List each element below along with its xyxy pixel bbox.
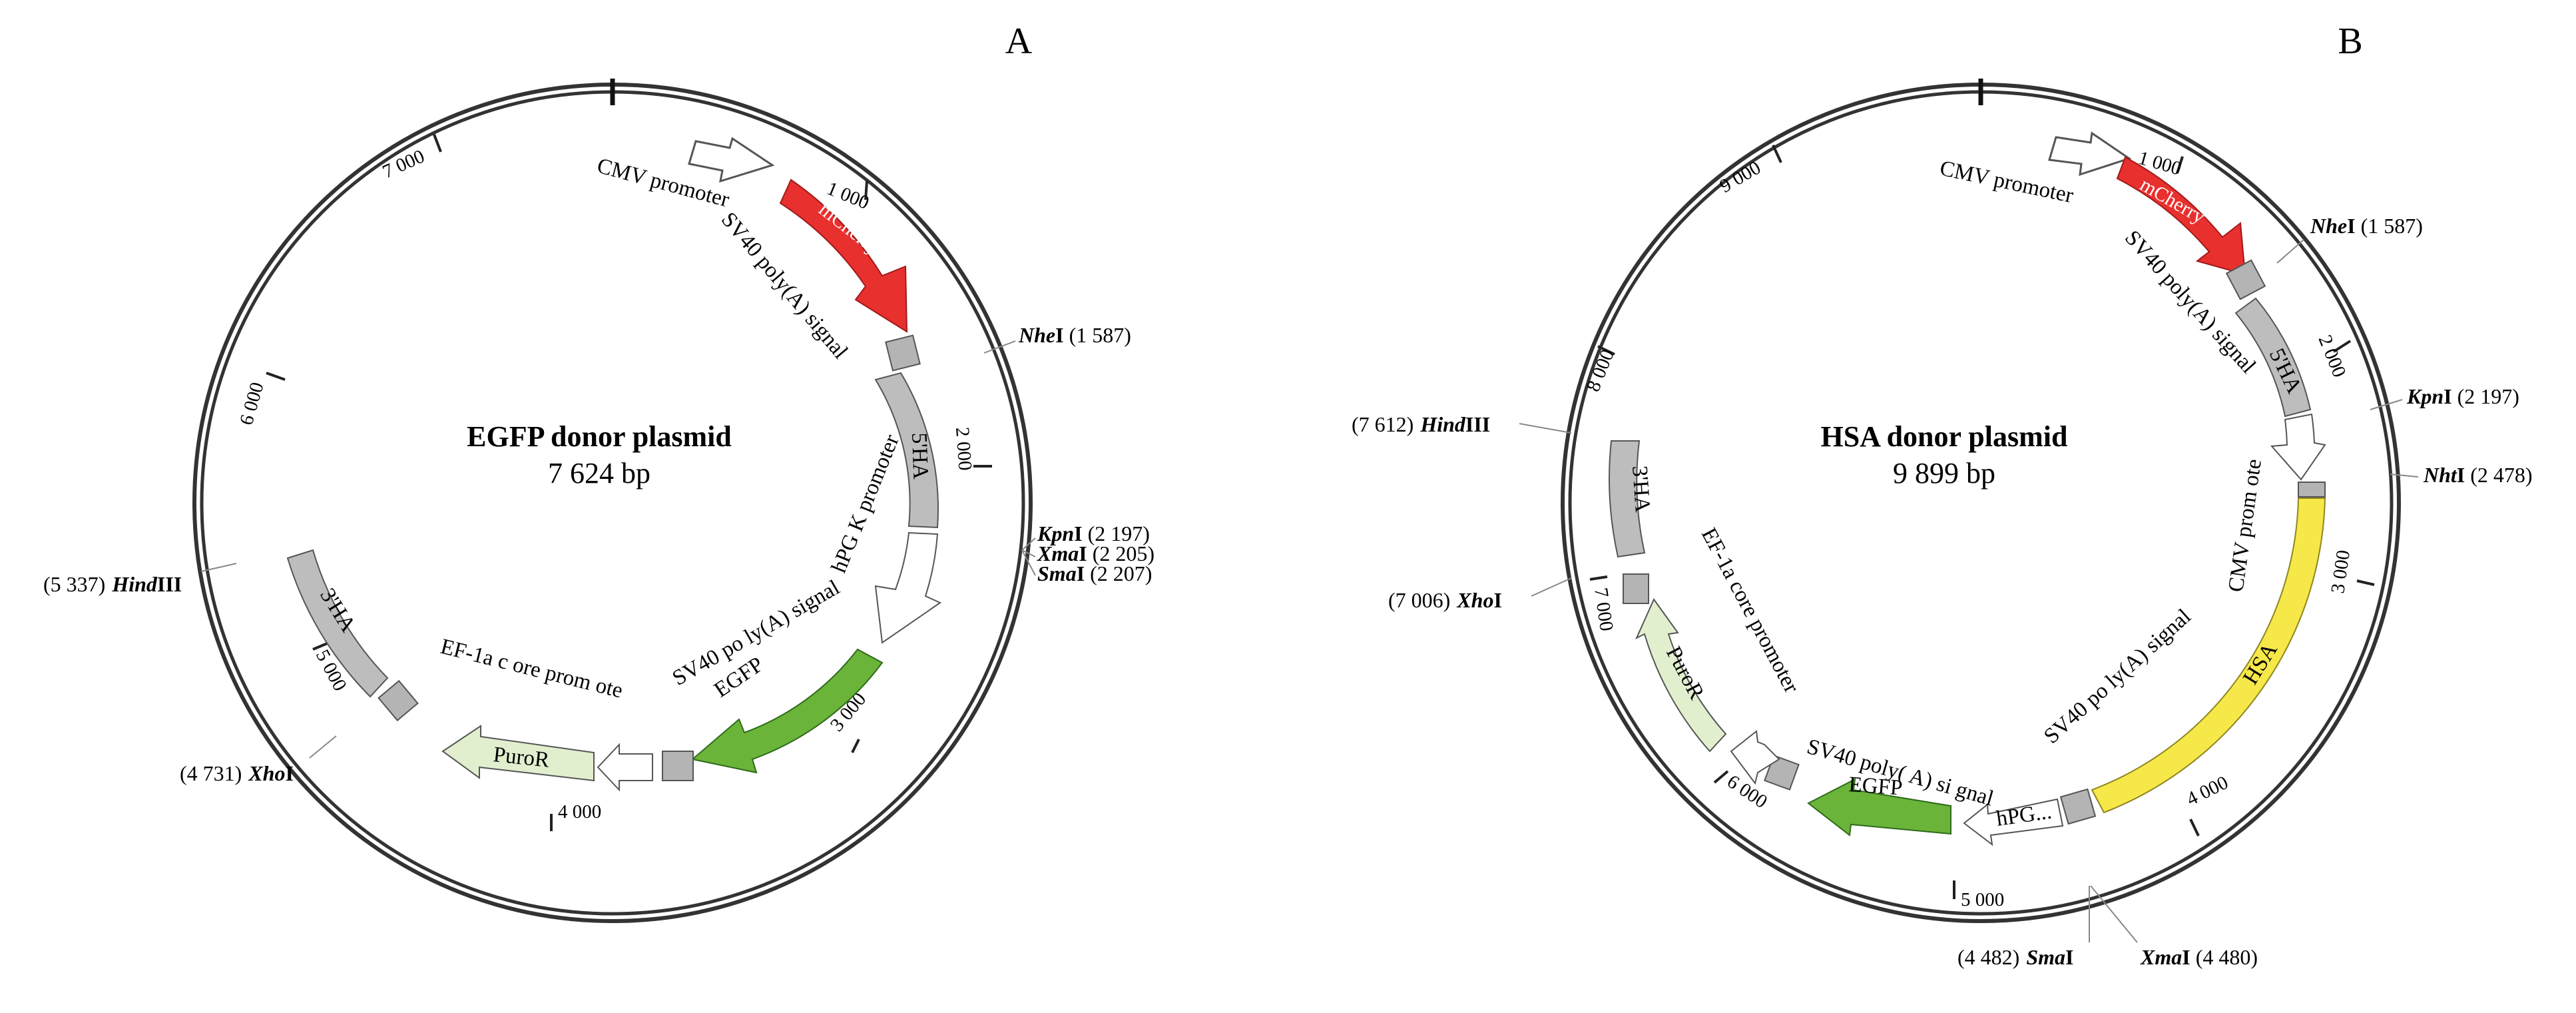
tick-b-6000: 6 000 xyxy=(1723,771,1771,813)
a-kpn-site: KpnI (2 197) xyxy=(1037,521,1150,545)
a-hind-leader xyxy=(200,563,237,572)
b-ef1a-label: EF-1a core promoter xyxy=(1696,524,1804,697)
b-puror-arrow xyxy=(1635,598,1727,753)
tick-b-8000-mark xyxy=(1597,345,1615,356)
a-5ha-label: 5'HA xyxy=(907,432,932,480)
a-mcherry-arrow xyxy=(779,178,908,333)
a-egfp-arrow xyxy=(690,648,884,774)
b-egfp-label: EGFP xyxy=(1848,773,1903,801)
b-xma-leader xyxy=(2090,885,2138,943)
tick-b-1000-mark xyxy=(2176,156,2184,174)
panel-a: A 1 000 2 000 3 000 4 000 5 000 6 000 7 … xyxy=(43,21,1155,923)
tick-b-3000-mark xyxy=(2356,579,2375,586)
b-mcherry-arrow xyxy=(2116,156,2246,276)
b-egfp-arrow xyxy=(1807,778,1951,837)
tick-b-2000: 2 000 xyxy=(2314,332,2350,380)
b-3ha-block xyxy=(1609,440,1646,558)
a-grey-box-2 xyxy=(662,751,694,781)
b-xho-site: (7 006) XhoI xyxy=(1388,588,1502,612)
a-hpgk-label: hPG K promoter xyxy=(827,432,904,576)
a-xho-site: (4 731) XhoI xyxy=(180,761,294,785)
a-5ha-block xyxy=(874,372,939,529)
b-grey-box-2 xyxy=(2298,482,2326,498)
tick-b-2000-mark xyxy=(2332,340,2352,353)
a-nhe-leader xyxy=(983,340,1016,354)
tick-a-2000: 2 000 xyxy=(951,426,975,471)
tick-b-3000: 3 000 xyxy=(2327,549,2354,595)
b-hpg-arrow xyxy=(1963,798,2064,846)
tick-a-5000-mark xyxy=(312,641,330,651)
a-hpgk-arrow xyxy=(874,531,942,644)
b-grey-box-1 xyxy=(2225,259,2266,300)
a-nhe-site: NheI (1 587) xyxy=(1018,323,1131,347)
b-grey-box-5 xyxy=(1623,573,1649,604)
panel-a-letter: A xyxy=(1005,21,1033,62)
a-hind-site: (5 337) HindIII xyxy=(43,572,182,596)
b-ef1a-arrow xyxy=(1730,730,1780,785)
a-sma-site: SmaI (2 207) xyxy=(1037,561,1152,585)
panel-b-sites: NheI (1 587) KpnI (2 197) NhtI (2 478) (7 6… xyxy=(1352,214,2533,969)
tick-a-6000-mark xyxy=(266,372,286,381)
b-cmv-promoter-2-label: CMV prom ote xyxy=(2224,458,2266,593)
b-hind-site: (7 612) HindIII xyxy=(1352,412,1490,436)
tick-a-6000: 6 000 xyxy=(236,380,268,428)
b-mcherry-label: mCherry xyxy=(2137,173,2209,228)
a-3ha-block xyxy=(286,549,389,698)
panel-a-sites: NheI (1 587) KpnI (2 197) XmaI (2 205) SmaI… xyxy=(43,323,1155,785)
a-xma-site: XmaI (2 205) xyxy=(1037,541,1155,565)
b-xho-leader xyxy=(1531,577,1572,597)
b-nhe-site: NheI (1 587) xyxy=(2310,214,2423,238)
b-5ha-block xyxy=(2234,297,2312,418)
a-puror-arrow xyxy=(441,725,595,782)
b-cmv-promoter-1-label: CMV promoter xyxy=(1937,157,2075,208)
panel-b-size: 9 899 bp xyxy=(1893,457,1995,490)
b-xma-site: XmaI (4 480) xyxy=(2140,945,2258,969)
tick-b-7000-mark xyxy=(1589,575,1608,581)
panel-a-backbone-outer xyxy=(192,83,1033,923)
b-cmv-promoter-2-arrow xyxy=(2270,413,2326,481)
tick-b-9000-mark xyxy=(1772,145,1782,163)
a-sma-leader xyxy=(1021,549,1036,576)
b-kpn-leader xyxy=(2370,399,2403,410)
panel-b-title: HSA donor plasmid xyxy=(1821,420,2068,453)
b-kpn-site: KpnI (2 197) xyxy=(2406,384,2519,408)
a-cmv-promoter-arrow xyxy=(688,137,775,183)
tick-b-8000: 8 000 xyxy=(1583,346,1619,394)
tick-a-4000: 4 000 xyxy=(558,801,601,823)
tick-b-7000: 7 000 xyxy=(1590,587,1617,633)
tick-b-5000: 5 000 xyxy=(1961,889,2004,910)
b-sv40-polya-2-label: SV40 po ly(A) signal xyxy=(2039,605,2196,749)
b-nht-site: NhtI (2 478) xyxy=(2423,463,2533,487)
tick-b-4000: 4 000 xyxy=(2183,772,2232,810)
a-xma-leader xyxy=(1021,549,1036,557)
b-3ha-label: 3'HA xyxy=(1627,465,1655,513)
b-nhe-leader xyxy=(2276,239,2304,264)
tick-a-7000-mark xyxy=(433,134,442,153)
b-cmv-promoter-1-arrow xyxy=(2048,131,2132,176)
panel-a-size: 7 624 bp xyxy=(548,457,650,490)
tick-b-4000-mark xyxy=(2189,819,2200,837)
tick-b-6000-mark xyxy=(1713,770,1729,784)
a-ef1a-arrow xyxy=(597,743,653,792)
a-xho-leader xyxy=(309,735,337,759)
panel-b: B 1 000 2 000 3 000 4 000 5 000 6 000 7 … xyxy=(1352,21,2533,969)
b-hsa-block xyxy=(2091,498,2326,814)
a-kpn-leader xyxy=(1021,537,1036,551)
a-puror-label: PuroR xyxy=(492,743,551,773)
panel-a-backbone-inner xyxy=(200,90,1025,916)
panel-b-letter: B xyxy=(2338,21,2362,62)
b-nht-leader xyxy=(2390,474,2419,478)
a-ef1a-label: EF-1a c ore prom ote xyxy=(438,635,625,703)
tick-a-1000-mark xyxy=(864,180,868,200)
b-grey-box-3 xyxy=(2059,788,2097,825)
b-grey-box-4 xyxy=(1764,755,1800,791)
tick-a-3000-mark xyxy=(851,739,860,753)
a-grey-box-1 xyxy=(885,334,921,372)
a-grey-box-3 xyxy=(378,679,419,722)
b-sma-site: (4 482) SmaI xyxy=(1957,945,2073,969)
panel-a-title: EGFP donor plasmid xyxy=(467,420,732,453)
b-hind-leader xyxy=(1519,423,1572,434)
